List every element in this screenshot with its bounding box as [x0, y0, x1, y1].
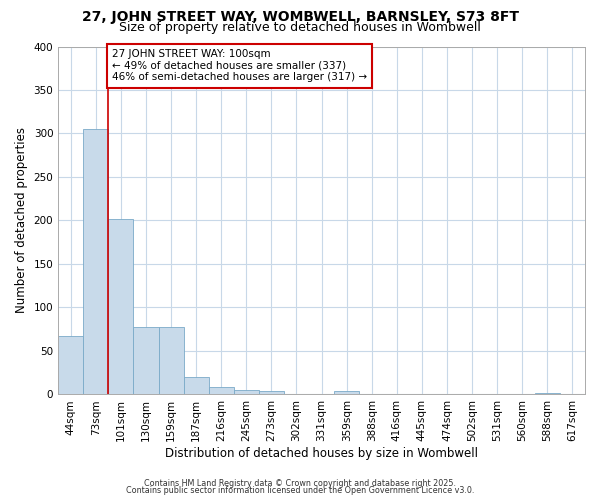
Bar — [259, 391, 284, 394]
Text: 27, JOHN STREET WAY, WOMBWELL, BARNSLEY, S73 8FT: 27, JOHN STREET WAY, WOMBWELL, BARNSLEY,… — [82, 10, 518, 24]
X-axis label: Distribution of detached houses by size in Wombwell: Distribution of detached houses by size … — [165, 447, 478, 460]
Bar — [184, 377, 209, 394]
Bar — [535, 392, 560, 394]
Y-axis label: Number of detached properties: Number of detached properties — [15, 128, 28, 314]
Text: 27 JOHN STREET WAY: 100sqm
← 49% of detached houses are smaller (337)
46% of sem: 27 JOHN STREET WAY: 100sqm ← 49% of deta… — [112, 49, 367, 82]
Text: Contains HM Land Registry data © Crown copyright and database right 2025.: Contains HM Land Registry data © Crown c… — [144, 478, 456, 488]
Bar — [109, 218, 133, 394]
Bar — [234, 390, 259, 394]
Bar — [158, 326, 184, 394]
Bar — [58, 336, 83, 394]
Bar — [133, 326, 158, 394]
Text: Contains public sector information licensed under the Open Government Licence v3: Contains public sector information licen… — [126, 486, 474, 495]
Bar — [334, 391, 359, 394]
Text: Size of property relative to detached houses in Wombwell: Size of property relative to detached ho… — [119, 21, 481, 34]
Bar — [83, 129, 109, 394]
Bar — [209, 386, 234, 394]
